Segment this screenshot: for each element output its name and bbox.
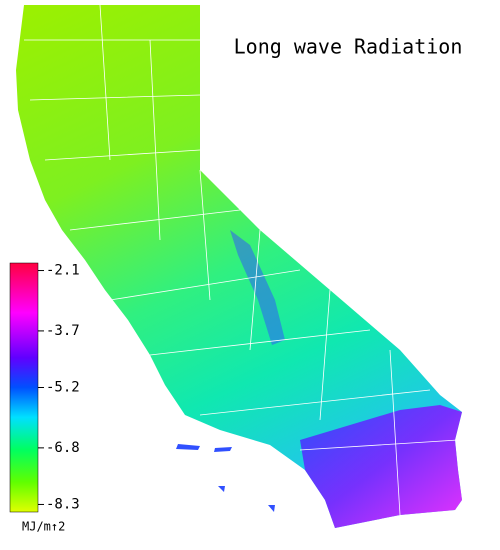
county-lines xyxy=(24,4,459,516)
colorbar xyxy=(9,262,39,513)
colorbar-tick-label: -5.2 xyxy=(46,380,80,396)
islands xyxy=(176,444,275,512)
mountain-band xyxy=(230,230,285,345)
colorbar-tick-label: -6.8 xyxy=(46,440,80,456)
colorbar-tick-label: -3.7 xyxy=(46,323,80,339)
colorbar-tick-label: -8.3 xyxy=(46,496,80,512)
map-title: Long wave Radiation xyxy=(234,35,463,59)
colorbar-unit: MJ/m↑2 xyxy=(22,520,65,534)
state-shape xyxy=(16,5,462,528)
colorbar-tick-label: -2.1 xyxy=(46,263,80,279)
low-radiation-region xyxy=(300,405,462,528)
